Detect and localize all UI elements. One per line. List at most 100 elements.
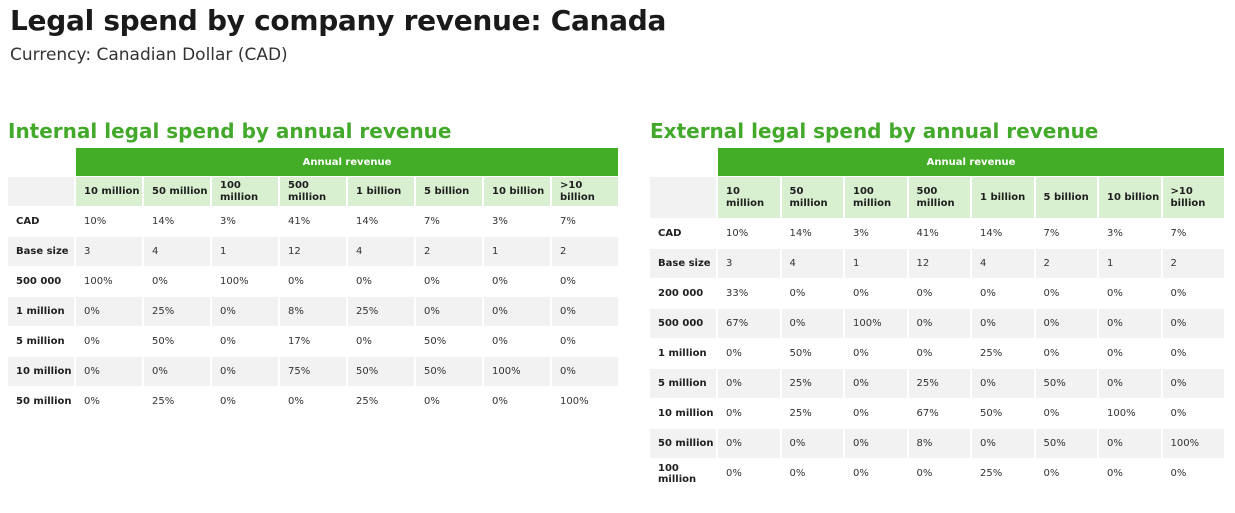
table-cell: 50% xyxy=(980,408,1003,419)
row-label: Base size xyxy=(8,237,74,266)
row-label-header xyxy=(650,177,716,218)
table-cell: 0% xyxy=(726,348,742,359)
table-cell: 0% xyxy=(916,348,933,359)
internal-spend-table: Annual revenue 10 million 50 million 100 mi… xyxy=(6,147,620,417)
table-cell: 0% xyxy=(84,336,100,347)
table-cell: 1 xyxy=(845,249,907,278)
table-cell: 100% xyxy=(1107,408,1136,419)
table-cell: 0% xyxy=(212,297,278,326)
table-cell: 0% xyxy=(1170,468,1187,479)
table-row: 10 million 0% 25% 0% 67% 50% 0% 100% 0% xyxy=(650,399,1224,428)
table-cell: 0% xyxy=(424,276,440,287)
table-cell: 0% xyxy=(1043,408,1060,419)
column-header: 500 million xyxy=(280,177,346,206)
table-cell: 0% xyxy=(288,276,304,287)
table-row: 5 million 0% 25% 0% 25% 0% 50% 0% 0% xyxy=(650,369,1224,398)
table-cell: 1 xyxy=(212,237,278,266)
table-cell: 0% xyxy=(76,297,142,326)
row-label: 500 000 xyxy=(16,276,62,287)
table-cell: 25% xyxy=(152,396,175,407)
column-header: 100 million xyxy=(212,177,278,206)
table-cell: 14% xyxy=(152,216,175,227)
table-cell: 0% xyxy=(552,297,618,326)
annual-revenue-header: Annual revenue xyxy=(718,148,1224,176)
table-row: Base size 3 4 1 12 4 2 1 2 xyxy=(650,249,1224,278)
table-cell: 0% xyxy=(1035,309,1097,338)
table-row: 1 million 0% 50% 0% 0% 25% 0% 0% 0% xyxy=(650,339,1224,368)
table-cell: 0% xyxy=(84,396,100,407)
table-cell: 0% xyxy=(1170,288,1187,299)
table-row: 1 million 0% 25% 0% 8% 25% 0% 0% 0% xyxy=(8,297,618,326)
row-label: 1 million xyxy=(658,348,707,359)
table-cell: 0% xyxy=(288,396,304,407)
table-cell: 50% xyxy=(789,348,812,359)
table-cell: 0% xyxy=(356,276,372,287)
table-cell: 0% xyxy=(1099,429,1161,458)
table-cell: 14% xyxy=(980,228,1003,239)
table-cell: 4 xyxy=(144,237,210,266)
table-cell: 0% xyxy=(492,336,508,347)
table-cell: 100% xyxy=(1162,429,1224,458)
table-cell: 50% xyxy=(1035,369,1097,398)
table-row: 5 million 0% 50% 0% 17% 0% 50% 0% 0% xyxy=(8,327,618,356)
page-title: Legal spend by company revenue: Canada xyxy=(10,4,667,37)
table-cell: 0% xyxy=(845,369,907,398)
table-cell: 25% xyxy=(908,369,970,398)
internal-spend-title: Internal legal spend by annual revenue xyxy=(8,119,452,143)
header-corner xyxy=(8,148,74,176)
table-row: 500 000 100% 0% 100% 0% 0% 0% 0% 0% xyxy=(8,267,618,296)
table-cell: 14% xyxy=(789,228,812,239)
table-cell: 50% xyxy=(1035,429,1097,458)
table-cell: 0% xyxy=(1170,348,1187,359)
table-cell: 0% xyxy=(853,468,869,479)
table-cell: 0% xyxy=(972,309,1034,338)
table-cell: 2 xyxy=(1162,249,1224,278)
table-cell: 25% xyxy=(781,369,843,398)
row-label: 5 million xyxy=(16,336,65,347)
table-row: Base size 3 4 1 12 4 2 1 2 xyxy=(8,237,618,266)
table-cell: 14% xyxy=(356,216,379,227)
table-cell: 0% xyxy=(76,357,142,386)
table-cell: 0% xyxy=(916,288,933,299)
table-cell: 0% xyxy=(1107,348,1123,359)
column-header: 500 million xyxy=(908,177,970,218)
table-cell: 100% xyxy=(220,276,249,287)
table-cell: 67% xyxy=(718,309,780,338)
table-cell: 0% xyxy=(144,357,210,386)
table-cell: 0% xyxy=(1170,408,1187,419)
table-cell: 0% xyxy=(1099,369,1161,398)
row-label-header xyxy=(8,177,74,206)
table-cell: 0% xyxy=(492,396,508,407)
row-label: 50 million xyxy=(16,396,72,407)
table-row: 50 million 0% 0% 0% 8% 0% 50% 0% 100% xyxy=(650,429,1224,458)
table-cell: 50% xyxy=(424,336,447,347)
table-cell: 75% xyxy=(280,357,346,386)
table-cell: 0% xyxy=(853,288,869,299)
table-cell: 0% xyxy=(424,396,440,407)
table-cell: 67% xyxy=(916,408,939,419)
table-cell: 0% xyxy=(220,336,236,347)
table-cell: 12 xyxy=(280,237,346,266)
row-label: CAD xyxy=(658,228,682,239)
table-cell: 100% xyxy=(845,309,907,338)
table-cell: 0% xyxy=(552,357,618,386)
column-header: 50 million xyxy=(781,177,843,218)
table-cell: 0% xyxy=(1043,468,1060,479)
row-label: 500 000 xyxy=(650,309,716,338)
row-label: 10 million xyxy=(658,408,714,419)
table-cell: 17% xyxy=(288,336,311,347)
table-cell: 4 xyxy=(972,249,1034,278)
column-header: 1 billion xyxy=(972,177,1034,218)
table-cell: 3 xyxy=(718,249,780,278)
external-spend-table: Annual revenue 10 million 50 million 100 mi… xyxy=(648,147,1226,489)
column-header: 10 billion xyxy=(1099,177,1161,218)
table-cell: 0% xyxy=(560,276,576,287)
table-cell: 25% xyxy=(348,297,414,326)
table-cell: 10% xyxy=(726,228,749,239)
table-cell: 25% xyxy=(356,396,379,407)
row-label: 1 million xyxy=(8,297,74,326)
table-cell: 41% xyxy=(916,228,939,239)
table-cell: 0% xyxy=(853,348,869,359)
table-cell: 0% xyxy=(212,357,278,386)
table-cell: 0% xyxy=(1162,369,1224,398)
